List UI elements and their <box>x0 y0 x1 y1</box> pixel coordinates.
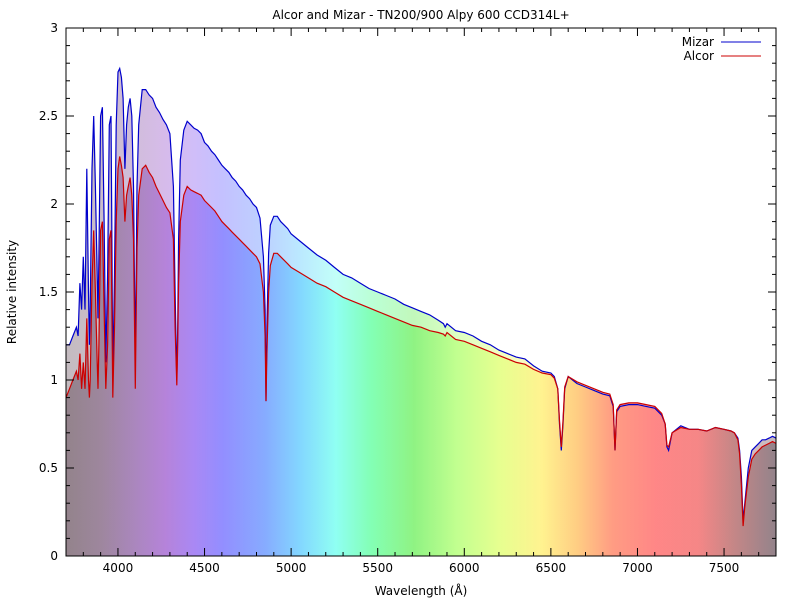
series-lines <box>66 66 776 527</box>
x-tick-label: 7500 <box>709 561 740 575</box>
x-axis-label: Wavelength (Å) <box>375 583 468 598</box>
x-tick-label: 4500 <box>189 561 220 575</box>
x-tick-label: 5000 <box>276 561 307 575</box>
y-tick-label: 2.5 <box>39 109 58 123</box>
y-tick-label: 1 <box>50 373 58 387</box>
y-axis: 0 0.5 1 1.5 2 2.5 3 <box>39 21 776 563</box>
y-tick-label: 0.5 <box>39 461 58 475</box>
legend: Mizar Alcor <box>682 35 761 63</box>
x-tick-label: 6500 <box>536 561 567 575</box>
area-fills <box>66 68 776 556</box>
series-line-mizar <box>66 66 776 521</box>
chart-title: Alcor and Mizar - TN200/900 Alpy 600 CCD… <box>272 8 569 22</box>
y-tick-label: 3 <box>50 21 58 35</box>
x-tick-label: 6000 <box>449 561 480 575</box>
x-tick-label: 5500 <box>362 561 393 575</box>
x-axis: 4000 4500 5000 5500 6000 6500 7000 7500 <box>65 28 777 575</box>
area-fill-alcor <box>66 156 776 556</box>
y-tick-label: 1.5 <box>39 285 58 299</box>
series-line-alcor <box>66 156 776 527</box>
legend-label-mizar: Mizar <box>682 35 714 49</box>
y-tick-label: 0 <box>50 549 58 563</box>
y-axis-label: Relative intensity <box>5 240 19 344</box>
x-tick-label: 7000 <box>622 561 653 575</box>
y-tick-label: 2 <box>50 197 58 211</box>
x-tick-label: 4000 <box>103 561 134 575</box>
legend-label-alcor: Alcor <box>684 49 714 63</box>
